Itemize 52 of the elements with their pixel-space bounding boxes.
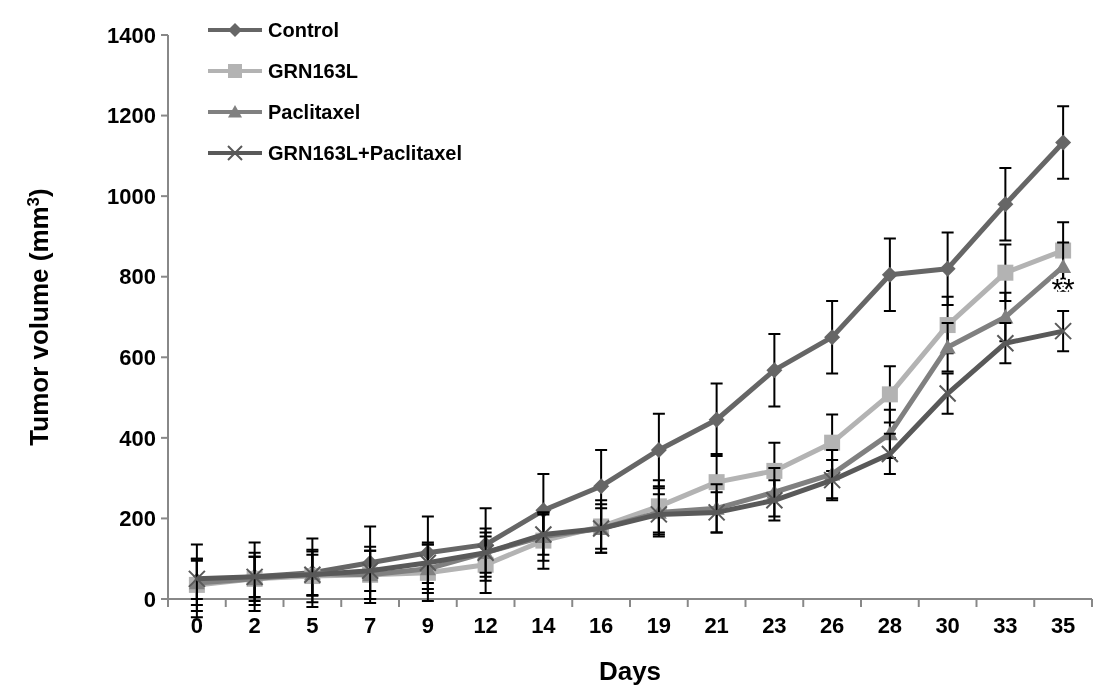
- x-tick-label: 9: [421, 613, 434, 638]
- point: [593, 478, 610, 495]
- point: [997, 264, 1014, 281]
- y-tick-label: 0: [143, 586, 156, 612]
- point: [881, 386, 898, 403]
- point: [996, 334, 1015, 353]
- x-tick-label: 33: [993, 613, 1018, 638]
- point: [1055, 258, 1072, 274]
- point: [361, 561, 380, 580]
- x-tick-label: 23: [762, 613, 787, 638]
- point: [1054, 322, 1073, 341]
- x-tick-label: 2: [248, 613, 261, 638]
- y-tick-label: 1400: [107, 22, 156, 48]
- point: [766, 362, 783, 379]
- x-tick-label: 19: [646, 613, 672, 638]
- point: [823, 471, 842, 490]
- x-axis-title: Days: [598, 656, 662, 686]
- x-tick-label: 7: [364, 613, 377, 638]
- x-tick-label: 16: [588, 613, 614, 638]
- y-tick-label: 1200: [107, 103, 156, 129]
- point: [765, 491, 784, 510]
- x-tick-label: 5: [306, 613, 319, 638]
- point: [997, 196, 1014, 213]
- legend-label: Control: [268, 19, 340, 41]
- legend-label: GRN163L: [268, 60, 359, 82]
- point: [881, 266, 898, 283]
- y-tick-label: 800: [119, 264, 156, 290]
- point: [1055, 134, 1072, 151]
- point: [824, 329, 841, 346]
- point: [824, 434, 841, 451]
- point: [418, 553, 437, 572]
- legend-label: GRN163L+Paclitaxel: [268, 142, 462, 164]
- y-tick-label: 400: [119, 425, 156, 451]
- x-tick-label: 0: [190, 613, 203, 638]
- x-tick-label: 21: [704, 613, 729, 638]
- point: [650, 441, 667, 458]
- point: [649, 505, 668, 524]
- y-tick-label: 600: [119, 344, 156, 370]
- point: [939, 260, 956, 277]
- x-tick-label: 14: [531, 613, 557, 638]
- x-tick-label: 26: [819, 613, 845, 638]
- point: [939, 339, 956, 354]
- x-tick-label: 35: [1050, 613, 1076, 638]
- point: [707, 503, 726, 522]
- y-tick-label: 200: [119, 506, 156, 532]
- y-tick-label: 1000: [107, 183, 156, 209]
- point: [708, 411, 725, 428]
- legend-label: Paclitaxel: [268, 101, 361, 123]
- point: [880, 444, 899, 463]
- x-tick-label: 30: [935, 613, 960, 638]
- x-tick-label: 12: [473, 613, 498, 638]
- x-tick-label: 28: [877, 613, 903, 638]
